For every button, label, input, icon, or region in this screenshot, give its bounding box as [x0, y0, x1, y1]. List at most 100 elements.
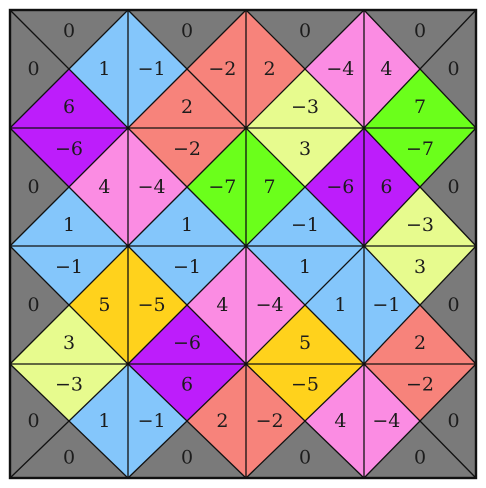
tile-2-2-left-triangle — [246, 246, 305, 364]
tile-3-3-left-value: −4 — [372, 410, 400, 432]
tile-0-2-right-triangle — [305, 10, 364, 128]
tile-3-0-left-triangle — [10, 364, 69, 478]
tile-diagonal — [245, 363, 365, 479]
tile-2-2-top-value: 1 — [299, 256, 311, 278]
tile-2-3-right-value: 0 — [448, 294, 460, 316]
tile-0-2-left-triangle — [246, 10, 305, 128]
tile-2-2-left-value: −4 — [256, 294, 284, 316]
tile-3-3-top-value: −2 — [406, 374, 434, 396]
tile-1-0-right-triangle — [69, 128, 128, 246]
tile-1-0-left-value: 0 — [28, 176, 40, 198]
tile-2-1-bottom-value: −6 — [173, 332, 201, 354]
tile-0-0-right-value: 1 — [98, 58, 110, 80]
tile-diagonal — [9, 363, 129, 479]
tile-0-3-right-value: 0 — [448, 58, 460, 80]
tile-3-0-left-value: 0 — [28, 410, 40, 432]
tile-2-3-top-triangle — [364, 246, 476, 305]
tile-3-3-left-triangle — [364, 364, 420, 478]
tile-2-1-left-triangle — [128, 246, 187, 364]
tile-2-0-left-triangle — [10, 246, 69, 364]
tile-1-3-right-triangle — [420, 128, 476, 246]
tile-1-0-left-triangle — [10, 128, 69, 246]
tile-2-1-top-value: −1 — [173, 256, 201, 278]
tile-3-2-right-triangle — [305, 364, 364, 478]
tile-2-0-right-triangle — [69, 246, 128, 364]
tile-1-3-left-triangle — [364, 128, 420, 246]
tile-1-3-top-value: −7 — [406, 138, 434, 160]
tile-1-2-left-triangle — [246, 128, 305, 246]
tile-2-2-bottom-triangle — [246, 305, 364, 364]
tile-3-0-right-value: 1 — [98, 410, 110, 432]
tile-diagonal — [363, 363, 477, 479]
tile-2-3-bottom-value: 2 — [414, 332, 426, 354]
tile-1-1-top-triangle — [128, 128, 246, 187]
tile-3-1-bottom-triangle — [128, 421, 246, 478]
tile-3-1-top-triangle — [128, 364, 246, 421]
tile-3-1-right-value: 2 — [216, 410, 228, 432]
tile-0-1-top-value: 0 — [181, 20, 193, 42]
tile-1-1-left-value: −4 — [138, 176, 166, 198]
tile-3-1-bottom-value: 0 — [181, 446, 193, 468]
tile-2-0-top-value: −1 — [55, 256, 83, 278]
tile-diagonal — [9, 245, 129, 365]
tile-1-2-top-triangle — [246, 128, 364, 187]
tile-1-3-bottom-triangle — [364, 187, 476, 246]
tile-0-0-bottom-triangle — [10, 69, 128, 128]
tile-2-3-right-triangle — [420, 246, 476, 364]
tile-1-0-bottom-triangle — [10, 187, 128, 246]
tile-0-3-right-triangle — [420, 10, 476, 128]
tile-2-0-bottom-triangle — [10, 305, 128, 364]
tile-2-0-bottom-value: 3 — [63, 332, 75, 354]
tile-0-3-bottom-value: 7 — [414, 96, 426, 118]
tile-0-1-right-value: −2 — [208, 58, 236, 80]
tile-0-3-top-triangle — [364, 10, 476, 69]
tile-3-0-bottom-value: 0 — [63, 446, 75, 468]
tile-3-0-bottom-triangle — [10, 421, 128, 478]
tile-0-0-top-triangle — [10, 10, 128, 69]
tile-3-3-bottom-triangle — [364, 421, 476, 478]
tile-0-1-top-triangle — [128, 10, 246, 69]
tile-2-1-bottom-triangle — [128, 305, 246, 364]
tile-1-2-bottom-triangle — [246, 187, 364, 246]
tile-0-3-top-value: 0 — [414, 20, 426, 42]
tile-diagonal — [127, 245, 247, 365]
tiles-layer — [10, 10, 476, 478]
tile-1-0-top-value: −6 — [55, 138, 83, 160]
tile-1-2-right-value: −6 — [326, 176, 354, 198]
tile-1-1-bottom-value: 1 — [181, 214, 193, 236]
tile-3-2-bottom-value: 0 — [299, 446, 311, 468]
tile-values: 01600−22−10−4−320074−6410−2−71−43−6−17−7… — [28, 20, 460, 468]
tile-2-2-top-triangle — [246, 246, 364, 305]
tile-0-0-left-triangle — [10, 10, 69, 128]
tile-0-3-bottom-triangle — [364, 69, 476, 128]
tile-3-2-right-value: 4 — [334, 410, 346, 432]
tile-0-1-bottom-triangle — [128, 69, 246, 128]
tile-diagonal — [127, 127, 247, 247]
tile-1-2-bottom-value: −1 — [291, 214, 319, 236]
tile-1-2-left-value: 7 — [264, 176, 276, 198]
tile-diagonal — [127, 9, 247, 129]
tile-3-2-bottom-triangle — [246, 421, 364, 478]
tile-2-0-left-value: 0 — [28, 294, 40, 316]
tile-0-1-left-value: −1 — [138, 58, 166, 80]
tile-2-0-top-triangle — [10, 246, 128, 305]
tile-2-1-top-triangle — [128, 246, 246, 305]
tile-3-2-top-triangle — [246, 364, 364, 421]
tile-2-1-right-value: 4 — [216, 294, 228, 316]
tile-1-2-top-value: 3 — [299, 138, 311, 160]
tile-diagonal — [363, 127, 477, 247]
tile-diagonal — [245, 127, 365, 247]
tile-0-0-bottom-value: 6 — [63, 96, 75, 118]
tile-3-0-right-triangle — [69, 364, 128, 478]
tile-1-0-top-triangle — [10, 128, 128, 187]
tile-3-1-left-value: −1 — [138, 410, 166, 432]
tile-1-3-bottom-value: −3 — [406, 214, 434, 236]
tile-0-1-right-triangle — [187, 10, 246, 128]
tile-0-0-right-triangle — [69, 10, 128, 128]
tile-1-0-bottom-value: 1 — [63, 214, 75, 236]
tile-2-3-bottom-triangle — [364, 305, 476, 364]
tile-2-3-left-triangle — [364, 246, 420, 364]
tile-3-3-right-triangle — [420, 364, 476, 478]
tile-2-3-top-value: 3 — [414, 256, 426, 278]
